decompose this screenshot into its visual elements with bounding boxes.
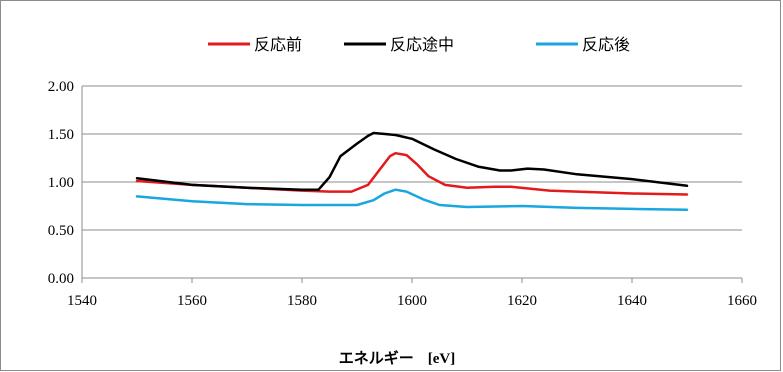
x-axis-label-text: エネルギー bbox=[339, 349, 414, 367]
y-axis-ticks: 0.00 0.50 1.00 1.50 2.00 bbox=[48, 79, 74, 287]
x-tick-label: 1580 bbox=[287, 293, 317, 309]
x-tick-label: 1640 bbox=[617, 293, 647, 309]
x-axis-ticks: 1540 1560 1580 1600 1620 1640 1660 bbox=[67, 278, 757, 309]
x-tick-label: 1660 bbox=[727, 293, 757, 309]
legend-label: 反応途中 bbox=[390, 35, 454, 54]
x-axis-unit: [eV] bbox=[428, 351, 455, 367]
x-tick-label: 1620 bbox=[507, 293, 537, 309]
x-tick-label: 1600 bbox=[397, 293, 427, 309]
legend-label: 反応前 bbox=[254, 35, 302, 54]
y-tick-label: 2.00 bbox=[48, 79, 74, 95]
y-tick-label: 0.50 bbox=[48, 223, 74, 239]
series-line bbox=[135, 131, 689, 191]
x-tick-label: 1560 bbox=[177, 293, 207, 309]
series-line bbox=[135, 188, 689, 212]
y-tick-label: 0.00 bbox=[48, 271, 74, 287]
y-tick-label: 1.50 bbox=[48, 127, 74, 143]
y-tick-label: 1.00 bbox=[48, 175, 74, 191]
legend-label: 反応後 bbox=[582, 35, 630, 54]
legend: 反応前 反応途中 反応後 bbox=[208, 35, 630, 54]
series-lines bbox=[135, 131, 689, 212]
gridlines bbox=[81, 85, 742, 279]
series-line bbox=[135, 151, 689, 196]
x-tick-label: 1540 bbox=[67, 293, 97, 309]
x-axis-label: エネルギー [eV] bbox=[339, 349, 456, 367]
